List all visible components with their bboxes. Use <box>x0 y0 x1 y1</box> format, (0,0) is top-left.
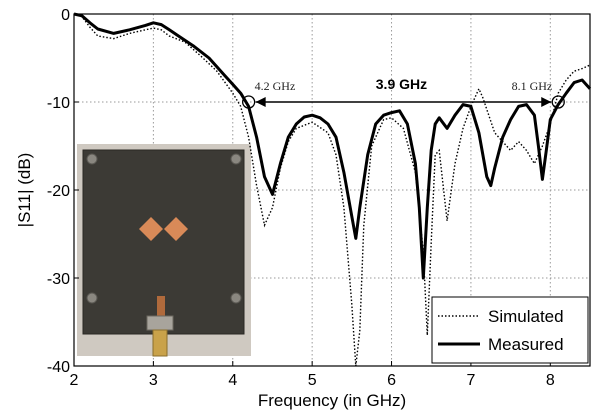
y-tick-label: 0 <box>61 7 70 24</box>
series-measured <box>73 12 592 280</box>
legend-label-measured: Measured <box>488 335 564 354</box>
feed-line <box>157 296 165 320</box>
x-tick-label: 8 <box>546 372 555 389</box>
legend: Simulated Measured <box>431 296 589 364</box>
marker-circle-high <box>551 95 565 109</box>
x-tick-label: 6 <box>387 372 396 389</box>
x-tick-label: 3 <box>149 372 158 389</box>
antenna-photo-inset <box>77 144 251 357</box>
y-tick-label: -20 <box>47 183 70 200</box>
x-tick-label: 5 <box>308 372 317 389</box>
radiating-patch-left <box>139 217 163 241</box>
y-tick-label: -30 <box>47 271 70 288</box>
mounting-screw <box>86 153 98 165</box>
axis-ticks: 2 3 4 5 6 7 8 0 -10 -20 -30 -40 <box>47 7 555 389</box>
annotation-high-frequency: 8.1 GHz <box>512 79 553 93</box>
sma-connector-body <box>146 315 174 331</box>
legend-label-simulated: Simulated <box>488 307 564 326</box>
marker-circle-low <box>241 95 256 109</box>
sma-connector-pin <box>152 329 168 357</box>
y-tick-label: -10 <box>47 95 70 112</box>
mounting-screw <box>230 153 242 165</box>
annotation-bandwidth: 3.9 GHz <box>376 76 427 92</box>
radiating-patch-right <box>164 217 188 241</box>
x-tick-label: 7 <box>466 372 475 389</box>
legend-box <box>431 296 589 364</box>
bandwidth-annotations: 4.2 GHz 8.1 GHz 3.9 GHz <box>241 76 565 109</box>
y-tick-label: -40 <box>47 359 70 376</box>
annotation-low-frequency: 4.2 GHz <box>255 79 296 93</box>
mounting-screw <box>230 292 242 304</box>
x-axis-label: Frequency (in GHz) <box>258 391 406 410</box>
arrowhead-right <box>541 97 552 107</box>
series-simulated <box>73 13 591 367</box>
arrowhead-left <box>255 97 266 107</box>
mounting-screw <box>86 292 98 304</box>
y-axis-label: |S11| (dB) <box>15 153 34 228</box>
series-lines <box>73 12 592 367</box>
x-tick-label: 4 <box>228 372 237 389</box>
x-tick-label: 2 <box>70 372 79 389</box>
